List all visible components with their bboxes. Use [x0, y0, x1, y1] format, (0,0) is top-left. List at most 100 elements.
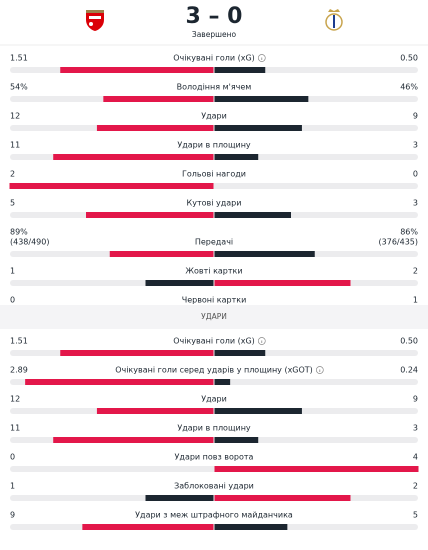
away-value: 1	[413, 296, 418, 305]
bar-track	[10, 212, 418, 218]
bar-track	[10, 125, 418, 131]
stat-label: Удари	[201, 112, 227, 121]
stat-label: Володіння м'ячем	[177, 83, 252, 92]
home-value: 89%	[10, 228, 28, 237]
bar-track	[10, 495, 418, 501]
info-circle	[257, 337, 266, 345]
away-value: 86%	[400, 228, 418, 237]
home-bar	[86, 212, 214, 218]
home-value: 1	[10, 482, 15, 491]
info-circle	[315, 366, 324, 374]
away-bar	[214, 154, 259, 160]
bar-track	[10, 280, 418, 286]
away-bar	[214, 212, 291, 218]
away-bar	[214, 437, 259, 443]
away-value: 5	[413, 511, 418, 520]
away-bar	[214, 96, 309, 102]
away-value: 2	[413, 482, 418, 491]
away-bar	[214, 280, 351, 286]
away-bar	[214, 350, 266, 356]
bar-track	[10, 524, 418, 530]
away-value: 4	[413, 453, 418, 462]
section-title: УДАРИ	[201, 312, 227, 321]
away-value: 3	[413, 141, 418, 150]
away-sub-value: (376/435)	[379, 238, 418, 247]
away-bar	[214, 524, 288, 530]
away-logo	[325, 9, 343, 31]
stat-label: Жовті картки	[185, 267, 242, 276]
home-value: 12	[10, 112, 20, 121]
away-bar	[214, 495, 351, 501]
away-value: 46%	[400, 83, 418, 92]
away-bar	[214, 67, 266, 73]
away-bar	[214, 408, 302, 414]
away-value: 3	[413, 424, 418, 433]
home-value: 54%	[10, 83, 28, 92]
stat-label: Очікувані голи (xG)	[173, 54, 255, 63]
info-circle	[257, 54, 266, 62]
home-value: 0	[10, 296, 15, 305]
stat-label: Передачі	[195, 238, 233, 247]
stat-label: Удари в площину	[177, 424, 251, 433]
away-bar	[214, 125, 302, 131]
home-value: 1.51	[10, 54, 28, 63]
home-value: 5	[10, 199, 15, 208]
away-bar	[214, 251, 315, 257]
home-value: 0	[10, 453, 15, 462]
stat-label: Очікувані голи серед ударів у площину (x…	[115, 366, 313, 375]
home-bar	[82, 524, 214, 530]
away-value: 3	[413, 199, 418, 208]
away-value: 0.24	[400, 366, 418, 375]
away-value: 0.50	[400, 54, 418, 63]
away-value: 0.50	[400, 337, 418, 346]
home-sub-value: (438/490)	[10, 238, 49, 247]
away-bar	[214, 379, 231, 385]
stat-label: Кутові удари	[187, 199, 242, 208]
away-value: 9	[413, 395, 418, 404]
bar-track	[10, 96, 418, 102]
bar-track	[10, 251, 418, 257]
home-bar	[109, 251, 214, 257]
stat-label: Червоні картки	[182, 296, 247, 305]
home-bar	[96, 125, 214, 131]
home-bar	[60, 350, 214, 356]
home-bar	[60, 67, 214, 73]
info-icon	[315, 366, 324, 374]
home-bar	[53, 154, 214, 160]
info-icon	[257, 337, 266, 345]
away-value: 2	[413, 267, 418, 276]
away-value: 0	[413, 170, 418, 179]
home-bar	[145, 280, 214, 286]
info-icon	[257, 54, 266, 62]
section-band	[0, 305, 428, 329]
home-value: 1	[10, 267, 15, 276]
home-bar	[53, 437, 214, 443]
home-value: 12	[10, 395, 20, 404]
home-bar	[103, 96, 214, 102]
home-bar	[9, 183, 214, 189]
stat-label: Заблоковані удари	[174, 482, 254, 491]
stat-label: Удари з меж штрафного майданчика	[135, 511, 293, 520]
home-bar	[96, 408, 214, 414]
stat-label: Гольові нагоди	[182, 170, 246, 179]
stat-label: Удари повз ворота	[175, 453, 254, 462]
stat-label: Удари в площину	[177, 141, 251, 150]
score: 3 – 0	[186, 4, 243, 29]
home-value: 2.89	[10, 366, 28, 375]
match-status: Завершено	[192, 30, 237, 39]
away-value: 9	[413, 112, 418, 121]
stat-label: Удари	[201, 395, 227, 404]
home-value: 11	[10, 424, 20, 433]
stat-label: Очікувані голи (xG)	[173, 337, 255, 346]
home-value: 11	[10, 141, 20, 150]
home-value: 9	[10, 511, 15, 520]
home-value: 2	[10, 170, 15, 179]
bar-track	[10, 408, 418, 414]
home-bar	[145, 495, 214, 501]
home-value: 1.51	[10, 337, 28, 346]
away-bar	[214, 466, 419, 472]
home-logo	[86, 10, 104, 31]
home-bar	[25, 379, 214, 385]
